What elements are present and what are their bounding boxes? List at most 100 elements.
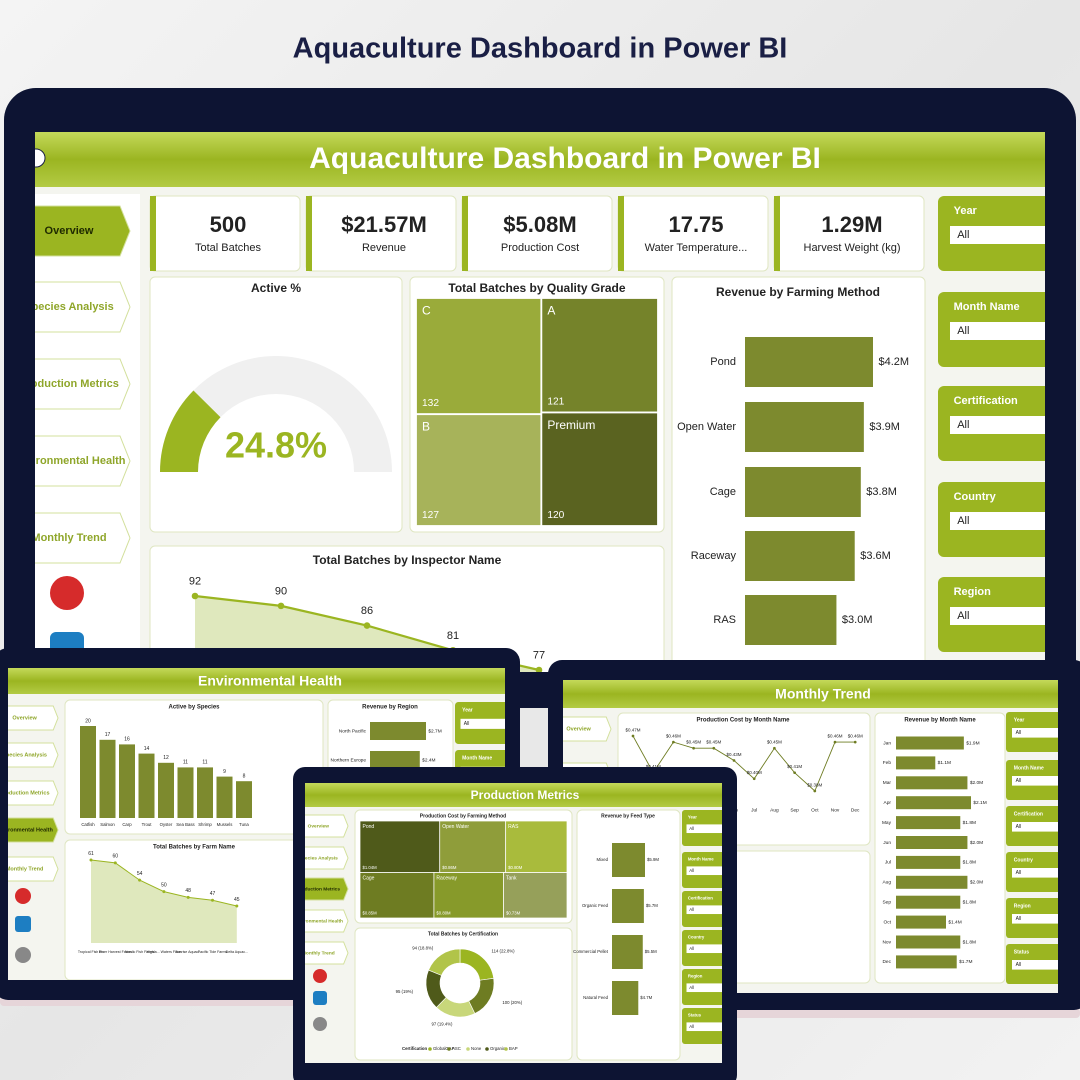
tile-label: Raceway xyxy=(436,875,457,881)
bar xyxy=(177,767,194,818)
nav-button[interactable] xyxy=(18,512,131,564)
nav-button[interactable] xyxy=(293,877,349,901)
slicer-dropdown[interactable] xyxy=(950,416,1058,434)
bar-category: Aug xyxy=(882,880,891,886)
slicer-dropdown[interactable] xyxy=(686,824,728,834)
bar-category: Sep xyxy=(882,899,891,905)
slicer-dropdown[interactable] xyxy=(1012,914,1066,924)
kpi-value: $5.08M xyxy=(503,212,576,237)
nav-button[interactable] xyxy=(0,705,59,731)
nav-button[interactable] xyxy=(551,716,612,742)
bar-category: Apr xyxy=(884,800,892,806)
bar-value-label: $3.8M xyxy=(866,486,897,498)
kpi-accent xyxy=(774,196,780,271)
slicer-dropdown[interactable] xyxy=(1012,776,1066,786)
bar-value-label: $2.0M xyxy=(970,780,983,786)
slicer-dropdown[interactable] xyxy=(460,718,511,729)
tile-label: RAS xyxy=(508,824,519,830)
bar-value-label: $3.9M xyxy=(869,421,900,433)
slicer-label: Month Name xyxy=(462,756,492,762)
slicer-dropdown[interactable] xyxy=(950,512,1058,530)
bar-value-label: $3.6M xyxy=(860,550,891,562)
nav-button[interactable] xyxy=(0,817,59,843)
nav-button[interactable] xyxy=(18,205,131,257)
data-label: 17 xyxy=(105,732,111,738)
nav-button[interactable] xyxy=(293,846,349,870)
treemap-tile xyxy=(505,820,568,873)
x-tick-label: Pacific Tide Farms xyxy=(198,950,228,954)
kpi-value: 17.75 xyxy=(668,212,723,237)
tile-value: $0.86M xyxy=(442,865,457,870)
kpi-label: Water Temperature... xyxy=(645,242,748,254)
nav-label: Species Analysis xyxy=(2,752,47,758)
data-label: $0.40M xyxy=(747,770,762,775)
data-label: 61 xyxy=(88,851,94,857)
tile-label: Cage xyxy=(363,875,375,881)
nav-button[interactable] xyxy=(18,435,131,487)
slicer-dropdown[interactable] xyxy=(1012,728,1066,738)
slicer-dropdown[interactable] xyxy=(686,944,728,954)
data-label: 92 xyxy=(189,576,201,588)
data-label: 8 xyxy=(243,774,246,780)
bar xyxy=(158,762,174,818)
bar-category: Organic Feed xyxy=(582,903,609,908)
youtube-icon xyxy=(50,576,84,610)
bar xyxy=(197,767,213,818)
bar xyxy=(119,744,135,818)
slicer-dropdown[interactable] xyxy=(1012,868,1066,878)
slicer-label: Region xyxy=(1014,903,1031,909)
data-label: 77 xyxy=(533,650,545,662)
nav-button[interactable] xyxy=(0,856,59,882)
bar xyxy=(370,751,420,769)
nav-label: Species Analysis xyxy=(299,855,338,861)
x-tick-label: Sep xyxy=(790,807,799,813)
data-label: 11 xyxy=(202,760,207,766)
slicer-label: Certification xyxy=(954,395,1018,407)
point xyxy=(363,622,371,629)
kpi-value: 1.29M xyxy=(821,212,882,237)
chart-title: Revenue by Month Name xyxy=(904,718,976,724)
tile-label: A xyxy=(547,303,555,317)
data-label: 97 (19.4%) xyxy=(431,1022,453,1027)
treemap-tile xyxy=(503,872,568,919)
data-label: 9 xyxy=(223,769,226,775)
point xyxy=(773,746,776,750)
bar xyxy=(896,796,971,810)
x-tick-label: River Harvest Farms xyxy=(99,950,132,954)
nav-button[interactable] xyxy=(18,358,131,410)
nav-button[interactable] xyxy=(293,909,349,933)
linkedin-icon xyxy=(15,916,31,932)
slicer-dropdown[interactable] xyxy=(950,322,1058,340)
youtube-icon xyxy=(313,969,327,983)
slicer-dropdown[interactable] xyxy=(950,226,1058,244)
slicer-dropdown[interactable] xyxy=(686,866,728,876)
nav-button[interactable] xyxy=(0,780,59,806)
nav-button[interactable] xyxy=(0,742,59,768)
data-label: 86 xyxy=(361,605,373,617)
legend-label: BAP xyxy=(509,1046,518,1051)
nav-button[interactable] xyxy=(18,281,131,333)
slicer-dropdown[interactable] xyxy=(686,1022,728,1032)
nav-label: Monthly Trend xyxy=(31,532,106,544)
kpi-label: Production Cost xyxy=(501,242,579,254)
nav-button[interactable] xyxy=(293,814,349,838)
bar-value-label: $1.8M xyxy=(963,899,976,905)
nav-label: Environmental Health xyxy=(12,455,125,467)
bar-category: Commercial Pellet xyxy=(573,949,609,954)
chart-title: Total Batches by Farm Name xyxy=(153,845,236,851)
slicer-dropdown[interactable] xyxy=(1012,960,1066,970)
data-label: 45 xyxy=(234,897,240,903)
area xyxy=(91,860,237,943)
bar-value-label: $1.8M xyxy=(963,820,976,826)
data-label: 50 xyxy=(161,882,167,888)
nav-button[interactable] xyxy=(293,941,349,965)
slicer-dropdown[interactable] xyxy=(950,607,1058,625)
bar xyxy=(896,776,968,790)
bar xyxy=(896,895,961,909)
bar xyxy=(612,843,645,877)
slicer-dropdown[interactable] xyxy=(686,983,728,993)
slicer-dropdown[interactable] xyxy=(686,905,728,915)
slicer-dropdown[interactable] xyxy=(1012,822,1066,832)
header-band xyxy=(8,668,505,694)
slicer-label: Status xyxy=(1014,949,1030,955)
